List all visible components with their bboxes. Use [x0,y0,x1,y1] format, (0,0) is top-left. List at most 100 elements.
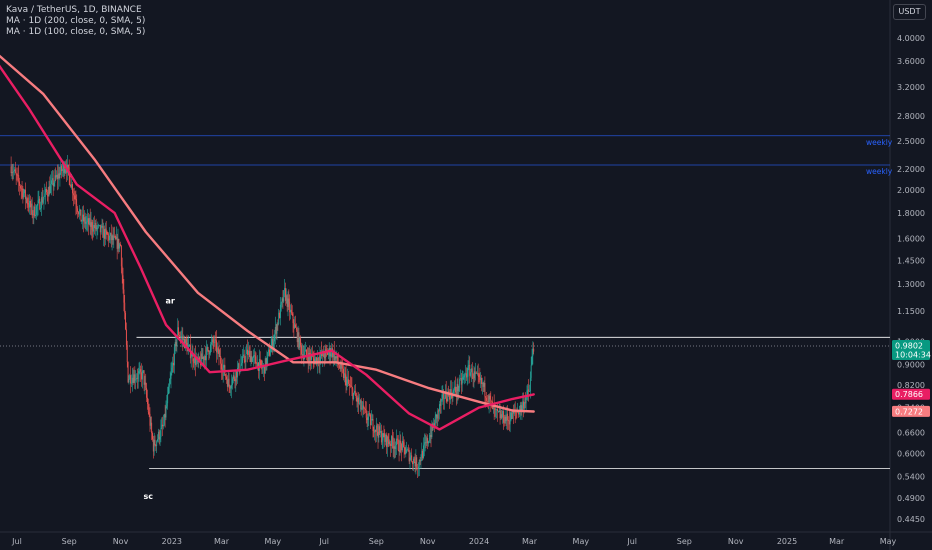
candle-up [434,416,436,427]
candle-down [436,414,438,419]
candle-down [19,181,20,186]
currency-button[interactable]: USDT [893,4,926,20]
candle-up [374,429,376,433]
candle-up [381,440,383,443]
candle-up [168,383,170,387]
candle-up [517,411,519,413]
candle-down [83,214,84,222]
candle-down [247,349,249,355]
candle-up [156,441,158,446]
candle-up [37,200,39,206]
candle-up [467,365,469,377]
candle-down [507,413,509,421]
price-badge [892,340,930,361]
candle-up [53,182,55,187]
candle-up [150,422,152,426]
y-tick-label: 2.0000 [897,186,925,195]
candle-down [350,385,352,387]
candle-up [245,353,247,362]
candle-down [72,184,73,194]
candle-up [194,355,196,364]
candle-down [345,374,347,386]
candle-down [118,238,120,249]
candle-up [271,338,273,346]
candle-up [294,324,296,329]
candle-down [10,166,12,174]
candle-down [155,445,157,446]
candle-down [339,367,341,369]
candle-up [139,369,141,372]
candle-up [459,378,461,388]
candle-up [131,377,133,383]
candle-down [46,191,48,196]
candle-down [502,411,504,423]
weekly-level-label: weekly [866,167,893,176]
candle-down [365,410,367,418]
candle-up [332,350,334,358]
candle-down [528,389,530,392]
candle-down [385,434,387,447]
candle-up [99,224,100,226]
candle-down [364,408,366,409]
x-tick-label: May [265,537,282,546]
candle-down [141,372,142,380]
candle-down [136,378,138,379]
candle-up [141,370,143,380]
candle-up [347,379,349,381]
x-tick-label: Sep [62,537,77,546]
candle-down [145,382,147,388]
candle-up [253,355,255,356]
candle-up [266,357,268,366]
candle-up [278,312,280,325]
candle-up [103,229,105,238]
candle-up [209,352,211,355]
candle-up [334,356,336,361]
candle-down [41,197,43,203]
candle-up [504,416,506,423]
candle-down [516,412,518,414]
candle-up [391,436,392,447]
candle-down [251,356,253,362]
candle-down [472,378,474,379]
candle-down [24,189,26,199]
candle-down [120,245,122,267]
candle-up [462,377,464,380]
candle-down [342,366,344,369]
candle-down [34,206,36,217]
candle-up [299,338,301,348]
candle-up [276,323,278,334]
y-tick-label: 0.4900 [897,494,925,503]
candle-down [523,401,525,409]
candle-up [101,226,103,227]
candle-up [423,443,425,446]
candle-up [167,394,169,404]
candle-down [27,203,29,205]
candle-down [355,395,357,398]
candle-down [412,461,413,465]
candle-up [231,384,233,389]
candle-down [107,234,109,236]
candle-down [321,352,323,357]
candle-down [505,416,507,421]
candle-down [220,356,222,364]
candle-up [222,367,224,373]
candle-up [435,414,437,417]
candle-down [121,266,123,276]
candle-down [259,359,261,361]
candle-down [292,313,294,324]
candle-up [237,368,238,378]
candle-up [424,442,426,444]
candle-up [165,406,167,418]
x-tick-label: Mar [522,537,538,546]
candle-up [59,172,61,179]
candle-up [163,414,165,426]
candle-up [415,457,417,467]
candle-down [377,431,379,438]
candle-up [368,413,370,417]
candle-down [343,368,344,379]
candle-up [378,426,380,438]
candle-down [407,449,409,451]
candle-down [457,384,459,392]
candle-up [210,344,212,353]
